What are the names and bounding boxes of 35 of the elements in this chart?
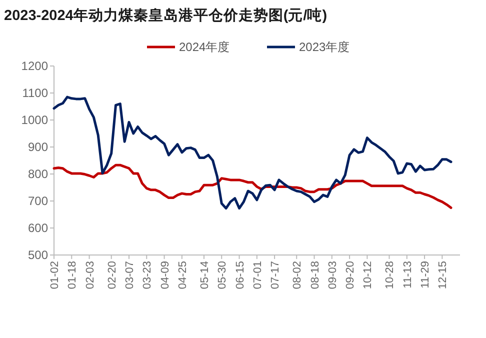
- x-tick-label: 08-02: [292, 261, 304, 290]
- y-tick-label: 600: [28, 221, 48, 235]
- x-tick-label: 03-07: [124, 261, 136, 290]
- y-tick-label: 800: [28, 167, 48, 181]
- x-tick-label: 01-02: [49, 261, 61, 290]
- x-tick-label: 11-13: [402, 261, 414, 288]
- x-tick-label: 07-01: [252, 261, 264, 290]
- y-tick-label: 1100: [22, 86, 48, 100]
- y-tick-label: 1200: [21, 59, 48, 73]
- x-tick-label: 03-23: [142, 261, 154, 290]
- x-tick-label: 02-03: [84, 261, 96, 290]
- x-tick-label: 10-28: [384, 261, 396, 290]
- legend-label: 2024年度: [179, 40, 230, 54]
- x-tick-label: 10-12: [362, 261, 374, 290]
- line-series: [52, 164, 452, 209]
- x-tick-label: 11-29: [420, 261, 432, 288]
- x-tick-label: 04-25: [176, 261, 189, 290]
- line-series: [52, 96, 452, 210]
- x-tick-label: 09-20: [344, 261, 357, 290]
- y-tick-label: 1000: [21, 113, 48, 127]
- x-tick-label: 09-03: [326, 261, 339, 290]
- x-tick-label: 01-18: [66, 261, 79, 290]
- legend-label: 2023年度: [299, 40, 350, 54]
- x-tick-label: 02-20: [106, 261, 118, 290]
- chart-title: 2023-2024年动力煤秦皇岛港平仓价走势图(元/吨): [4, 7, 328, 24]
- x-tick-label: 05-14: [198, 261, 211, 290]
- x-tick-label: 12-15: [437, 261, 450, 290]
- x-tick-label: 04-09: [159, 261, 172, 290]
- x-tick-label: 06-15: [234, 261, 246, 290]
- x-tick-label: 05-30: [216, 261, 229, 290]
- y-tick-label: 900: [28, 140, 48, 154]
- x-tick-label: 07-17: [270, 261, 282, 290]
- y-tick-label: 500: [28, 248, 48, 262]
- x-tick-label: 08-18: [309, 261, 322, 290]
- y-tick-label: 700: [28, 194, 48, 208]
